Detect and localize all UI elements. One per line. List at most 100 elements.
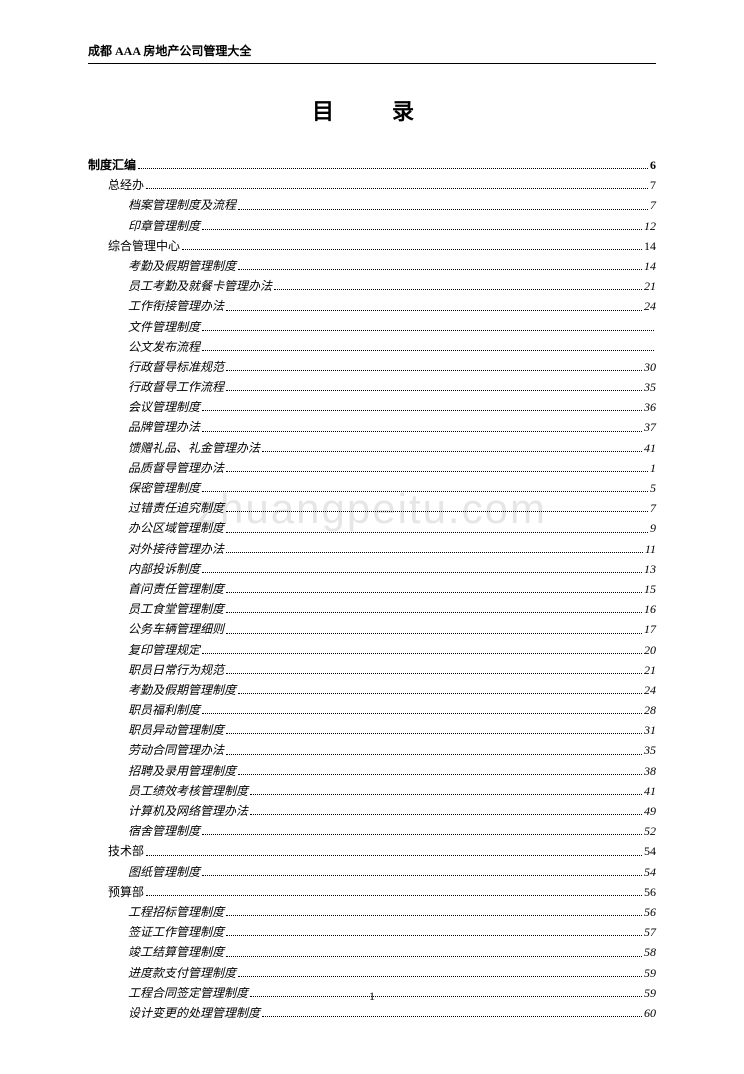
- toc-leader-dots: [226, 552, 643, 553]
- toc-entry-page: 5: [650, 479, 656, 498]
- toc-entry-page: 24: [644, 297, 656, 316]
- toc-entry-page: 16: [644, 600, 656, 619]
- toc-entry-label: 员工考勤及就餐卡管理办法: [128, 277, 272, 296]
- toc-leader-dots: [250, 794, 642, 795]
- toc-entry: 职员异动管理制度31: [128, 721, 656, 740]
- toc-entry: 签证工作管理制度57: [128, 923, 656, 942]
- toc-entry-page: 54: [644, 842, 656, 861]
- toc-leader-dots: [262, 1016, 642, 1017]
- toc-leader-dots: [238, 269, 642, 270]
- toc-entry: 对外接待管理办法11: [128, 540, 656, 559]
- toc-entry: 行政督导工作流程 35: [128, 378, 656, 397]
- toc-entry: 职员福利制度28: [128, 701, 656, 720]
- toc-entry: 员工绩效考核管理制度 41: [128, 782, 656, 801]
- toc-leader-dots: [146, 855, 642, 856]
- toc-entry-page: 13: [644, 560, 656, 579]
- toc-entry: 职员日常行为规范21: [128, 661, 656, 680]
- toc-entry-label: 行政督导标准规范: [128, 358, 224, 377]
- toc-entry: 制度汇编6: [88, 156, 656, 175]
- toc-entry-label: 预算部: [108, 883, 144, 902]
- toc-entry: 考勤及假期管理制度14: [128, 257, 656, 276]
- toc-entry-label: 行政督导工作流程: [128, 378, 224, 397]
- toc-entry-page: 30: [644, 358, 656, 377]
- toc-entry: 图纸管理制度54: [128, 863, 656, 882]
- toc-entry: 工程招标管理制度56: [128, 903, 656, 922]
- toc-entry-page: 35: [644, 378, 656, 397]
- toc-entry-page: 7: [650, 176, 656, 195]
- toc-leader-dots: [226, 673, 642, 674]
- toc-leader-dots: [250, 814, 642, 815]
- toc-leader-dots: [202, 491, 648, 492]
- toc-leader-dots: [226, 612, 642, 613]
- toc-entry: 印章管理制度 12: [128, 217, 656, 236]
- toc-leader-dots: [146, 188, 648, 189]
- toc-entry-page: 7: [650, 196, 656, 215]
- toc-entry-page: 41: [644, 782, 656, 801]
- toc-entry-label: 考勤及假期管理制度: [128, 681, 236, 700]
- toc-entry-page: 1: [650, 459, 656, 478]
- toc-entry-page: 17: [644, 620, 656, 639]
- toc-list: 制度汇编6总经办7档案管理制度及流程7印章管理制度12综合管理中心14考勤及假期…: [88, 156, 656, 1023]
- toc-entry-label: 工作衔接管理办法: [128, 297, 224, 316]
- toc-entry-label: 综合管理中心: [108, 237, 180, 256]
- page-content: 成都 AAA 房地产公司管理大全 目 录 制度汇编6总经办7档案管理制度及流程7…: [0, 0, 744, 1074]
- toc-entry: 会议管理制度36: [128, 398, 656, 417]
- toc-entry-label: 设计变更的处理管理制度: [128, 1004, 260, 1023]
- toc-entry-page: 15: [644, 580, 656, 599]
- toc-leader-dots: [226, 754, 642, 755]
- toc-leader-dots: [226, 511, 648, 512]
- toc-entry-label: 职员异动管理制度: [128, 721, 224, 740]
- toc-leader-dots: [202, 713, 642, 714]
- toc-leader-dots: [226, 733, 642, 734]
- toc-leader-dots: [274, 289, 642, 290]
- toc-entry-label: 首问责任管理制度: [128, 580, 224, 599]
- document-header: 成都 AAA 房地产公司管理大全: [88, 42, 656, 59]
- toc-entry-label: 劳动合同管理办法: [128, 741, 224, 760]
- toc-entry-page: 20: [644, 641, 656, 660]
- toc-leader-dots: [226, 633, 642, 634]
- toc-leader-dots: [202, 330, 654, 331]
- toc-entry-label: 进度款支付管理制度: [128, 964, 236, 983]
- toc-entry-label: 员工食堂管理制度: [128, 600, 224, 619]
- toc-leader-dots: [146, 895, 642, 896]
- toc-entry-page: 12: [644, 217, 656, 236]
- toc-leader-dots: [238, 774, 642, 775]
- toc-leader-dots: [226, 310, 642, 311]
- toc-entry-label: 公文发布流程: [128, 338, 200, 357]
- header-divider: [88, 63, 656, 64]
- toc-entry-page: 28: [644, 701, 656, 720]
- toc-entry: 内部投诉制度 13: [128, 560, 656, 579]
- toc-entry-label: 印章管理制度: [128, 217, 200, 236]
- toc-entry-label: 文件管理制度: [128, 318, 200, 337]
- toc-entry-label: 公务车辆管理细则: [128, 620, 224, 639]
- toc-entry-label: 品质督导管理办法: [128, 459, 224, 478]
- toc-leader-dots: [202, 834, 642, 835]
- toc-entry-page: 9: [650, 519, 656, 538]
- toc-entry: 工程合同签定管理制度59: [128, 984, 656, 1003]
- toc-entry-page: 6: [650, 156, 656, 175]
- toc-entry: 计算机及网络管理办法49: [128, 802, 656, 821]
- toc-entry-page: 7: [650, 499, 656, 518]
- toc-entry: 进度款支付管理制度 59: [128, 964, 656, 983]
- toc-entry-label: 宿舍管理制度: [128, 822, 200, 841]
- toc-entry: 员工考勤及就餐卡管理办法21: [128, 277, 656, 296]
- toc-entry: 总经办7: [108, 176, 656, 195]
- toc-entry-label: 员工绩效考核管理制度: [128, 782, 248, 801]
- toc-entry-page: 57: [644, 923, 656, 942]
- toc-leader-dots: [202, 350, 654, 351]
- toc-entry-label: 对外接待管理办法: [128, 540, 224, 559]
- toc-entry-page: 52: [644, 822, 656, 841]
- toc-entry-page: 59: [644, 964, 656, 983]
- toc-entry-label: 内部投诉制度: [128, 560, 200, 579]
- toc-entry-label: 保密管理制度: [128, 479, 200, 498]
- toc-entry: 员工食堂管理制度 16: [128, 600, 656, 619]
- toc-entry: 技术部54: [108, 842, 656, 861]
- toc-entry-page: 56: [644, 883, 656, 902]
- toc-leader-dots: [182, 249, 642, 250]
- toc-entry-page: 49: [644, 802, 656, 821]
- toc-entry-label: 图纸管理制度: [128, 863, 200, 882]
- toc-entry-page: 41: [644, 439, 656, 458]
- toc-entry-page: 56: [644, 903, 656, 922]
- toc-entry: 复印管理规定20: [128, 641, 656, 660]
- toc-entry-page: 36: [644, 398, 656, 417]
